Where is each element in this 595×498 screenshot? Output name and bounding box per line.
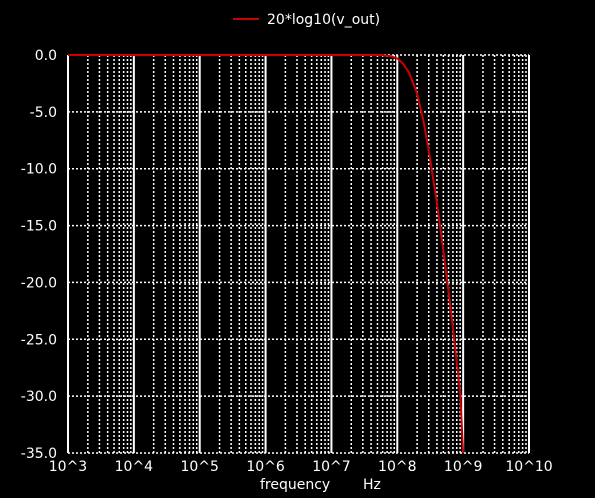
legend: 20*log10(v_out)	[233, 12, 380, 28]
y-tick-label: -20.0	[21, 275, 57, 291]
x-tick-label: 10^4	[115, 459, 154, 475]
grid	[67, 54, 530, 454]
x-tick-label: 10^7	[312, 459, 350, 475]
y-tick-label: -5.0	[30, 105, 57, 121]
x-axis-unit: Hz	[363, 477, 381, 493]
y-tick-label: -30.0	[21, 389, 57, 405]
y-tick-label: -35.0	[21, 446, 57, 462]
y-tick-label: -10.0	[21, 162, 57, 178]
y-tick-label: -25.0	[21, 332, 57, 348]
x-tick-label: 10^10	[505, 459, 552, 475]
x-tick-label: 10^5	[180, 459, 218, 475]
tick-labels: 0.0-5.0-10.0-15.0-20.0-25.0-30.0-35.010^…	[21, 48, 553, 475]
x-tick-label: 10^3	[49, 459, 87, 475]
x-tick-label: 10^6	[246, 459, 285, 475]
x-tick-label: 10^8	[378, 459, 416, 475]
plot-area	[68, 54, 465, 454]
series-line	[68, 54, 465, 454]
y-tick-label: 0.0	[35, 48, 57, 64]
x-tick-label: 10^9	[444, 459, 482, 475]
legend-label: 20*log10(v_out)	[267, 12, 380, 28]
y-tick-label: -15.0	[21, 219, 57, 235]
x-axis-title: frequency	[260, 477, 330, 493]
